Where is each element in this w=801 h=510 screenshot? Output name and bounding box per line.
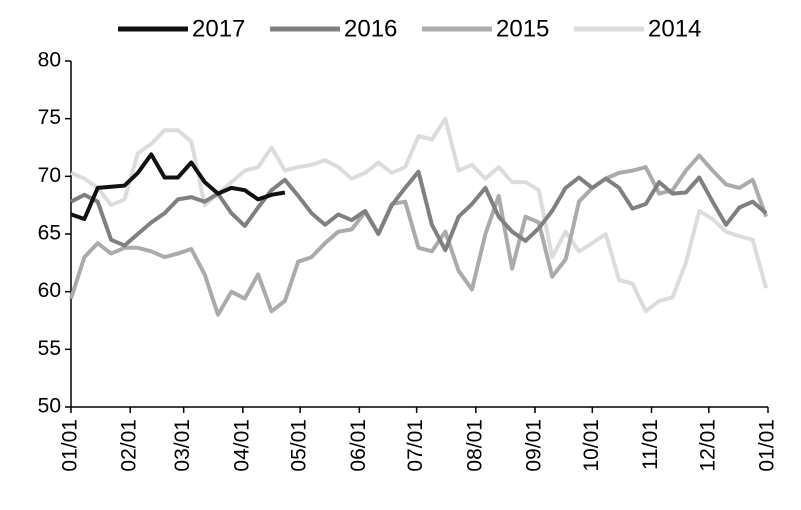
x-tick-label: 08/01 bbox=[463, 419, 486, 472]
series-line bbox=[70, 116, 769, 314]
y-tick-label: 75 bbox=[38, 106, 61, 129]
x-tick-label: 12/01 bbox=[696, 419, 719, 472]
y-tick-label: 70 bbox=[38, 164, 61, 187]
y-tick-label: 50 bbox=[38, 395, 61, 418]
y-tick-label: 80 bbox=[38, 49, 61, 72]
legend-label: 2016 bbox=[344, 15, 397, 42]
x-tick-label: 01/01 bbox=[756, 419, 779, 472]
x-tick-label: 06/01 bbox=[347, 419, 370, 472]
x-tick-label: 01/01 bbox=[59, 419, 82, 472]
x-tick-label: 07/01 bbox=[404, 419, 427, 472]
x-tick-label: 03/01 bbox=[171, 419, 194, 472]
x-tick-label: 11/01 bbox=[639, 419, 662, 470]
y-tick-label: 60 bbox=[38, 279, 61, 302]
legend-label: 2017 bbox=[192, 15, 245, 42]
y-tick-label: 55 bbox=[38, 337, 61, 360]
legend-label: 2014 bbox=[648, 15, 701, 42]
series-line bbox=[69, 153, 768, 317]
x-tick-label: 05/01 bbox=[288, 419, 311, 472]
series-line bbox=[70, 152, 286, 221]
x-tick-label: 02/01 bbox=[118, 419, 141, 472]
x-tick-label: 10/01 bbox=[580, 419, 603, 472]
x-tick-label: 04/01 bbox=[230, 419, 253, 472]
series-line bbox=[70, 169, 768, 253]
x-tick-label: 09/01 bbox=[523, 419, 546, 472]
legend-label: 2015 bbox=[496, 15, 549, 42]
y-tick-label: 65 bbox=[38, 222, 61, 245]
